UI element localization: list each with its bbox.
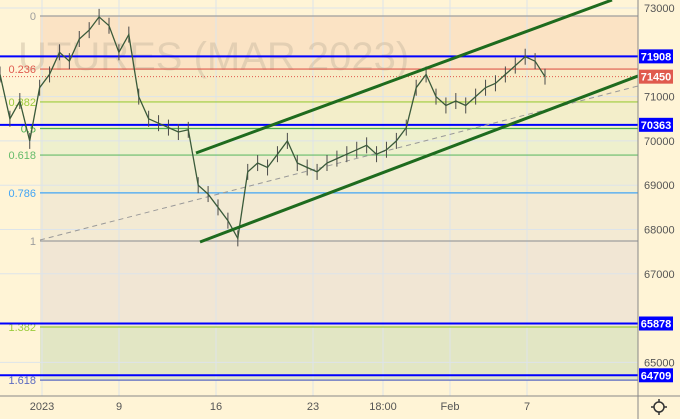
fib-label: 0.382 (8, 97, 36, 109)
channel-upper-line[interactable] (195, 0, 613, 155)
x-tick-label: 23 (307, 401, 319, 413)
gear-icon[interactable] (651, 399, 667, 415)
trend-dashed-line (39, 85, 639, 241)
grid (0, 0, 638, 396)
level-badge-label: 64709 (641, 370, 672, 382)
y-tick-label: 70000 (644, 136, 675, 148)
y-tick-label: 71000 (644, 92, 675, 104)
fib-bands (40, 15, 638, 381)
horizontal-levels (0, 55, 638, 377)
price-axis[interactable] (638, 0, 680, 397)
y-tick-label: 67000 (644, 269, 675, 281)
x-tick-label: 18:00 (369, 401, 397, 413)
x-tick-label: Feb (441, 401, 460, 413)
fib-label: 0.236 (8, 64, 36, 76)
fib-label: 1 (30, 236, 36, 248)
last-price-badge (639, 69, 673, 84)
level-badge (639, 117, 673, 132)
x-axis-ticks: 2023 9 16 23 18:00 Feb 7 (30, 401, 530, 413)
fib-band (40, 155, 638, 193)
y-tick-label: 69000 (644, 180, 675, 192)
y-axis-ticks: 73000 71000 70000 69000 68000 67000 65000 (644, 3, 675, 369)
fib-label: 0.618 (8, 150, 36, 162)
fib-band (40, 326, 638, 381)
x-tick-label: 16 (210, 401, 222, 413)
fib-band (40, 241, 638, 327)
fib-label: 0.786 (8, 188, 36, 200)
level-badge (639, 49, 673, 64)
y-tick-label: 68000 (644, 225, 675, 237)
y-tick-label: 73000 (644, 3, 675, 15)
fib-band (40, 192, 638, 242)
level-badge-label: 65878 (641, 319, 672, 331)
level-badge-label: 70363 (641, 120, 672, 132)
fib-label: 1.618 (8, 375, 36, 387)
price-line (0, 15, 546, 241)
x-tick-label: 7 (524, 401, 530, 413)
fib-label: 0 (30, 11, 36, 23)
level-badge-label: 71908 (641, 51, 672, 63)
x-tick-label: 9 (116, 401, 122, 413)
fib-label: 1.382 (8, 322, 36, 334)
last-price-label: 71450 (641, 72, 672, 84)
level-badge (639, 368, 673, 383)
x-tick-label: 2023 (30, 401, 54, 413)
y-tick-label: 65000 (644, 357, 675, 369)
fib-band (40, 15, 638, 70)
price-series (0, 8, 546, 247)
price-badges: 71908 70363 65878 64709 71450 (639, 49, 673, 383)
fib-band (40, 128, 638, 156)
level-badge (639, 316, 673, 331)
channel-lower-line[interactable] (199, 74, 639, 244)
